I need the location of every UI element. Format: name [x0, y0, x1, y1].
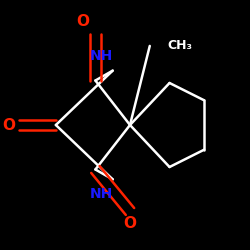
Text: O: O [124, 216, 136, 231]
Text: O: O [2, 118, 16, 132]
Text: NH: NH [90, 187, 113, 201]
Text: O: O [76, 14, 90, 29]
Text: CH₃: CH₃ [167, 40, 192, 52]
Text: NH: NH [90, 49, 113, 63]
